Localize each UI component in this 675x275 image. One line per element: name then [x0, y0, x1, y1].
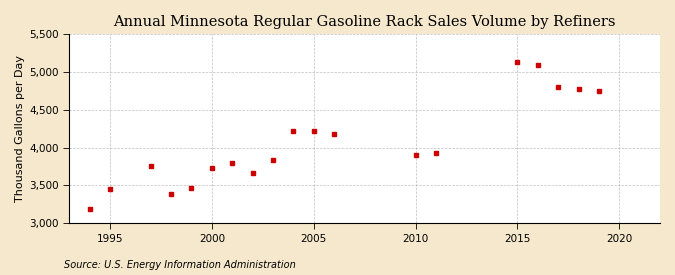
Title: Annual Minnesota Regular Gasoline Rack Sales Volume by Refiners: Annual Minnesota Regular Gasoline Rack S…	[113, 15, 616, 29]
Text: Source: U.S. Energy Information Administration: Source: U.S. Energy Information Administ…	[64, 260, 296, 270]
Y-axis label: Thousand Gallons per Day: Thousand Gallons per Day	[15, 55, 25, 202]
